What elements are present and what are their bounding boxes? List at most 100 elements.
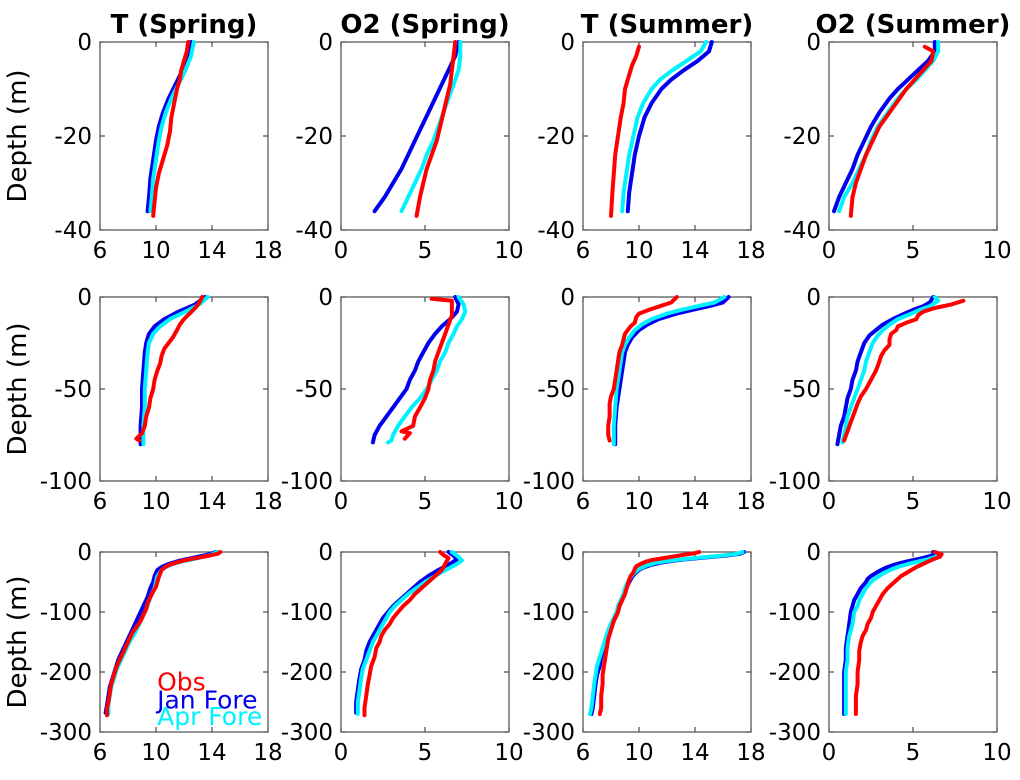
x-tick-label: 10 <box>982 489 1011 515</box>
y-tick-label: -300 <box>523 720 575 746</box>
panel-r1c1: 6 10 14 18 0 -20 -40 T (Spring) Depth (m) <box>3 10 283 264</box>
y-tick-label: 0 <box>318 30 333 56</box>
x-tick-label: 14 <box>680 489 709 515</box>
y-tick-label: 0 <box>77 540 92 566</box>
x-tick-label: 5 <box>906 489 921 515</box>
x-tick-label: 10 <box>624 740 653 766</box>
y-tick-label: -40 <box>54 218 92 244</box>
jan-line-r2c3 <box>613 295 731 447</box>
y-tick-label: -20 <box>54 124 92 150</box>
x-tick-label: 18 <box>736 238 765 264</box>
x-tick-label: 6 <box>93 740 108 766</box>
panel-title: O2 (Spring) <box>340 10 509 40</box>
x-tick-label: 10 <box>141 740 170 766</box>
y-tick-label: 0 <box>560 30 575 56</box>
legend-label-jan: Jan Fore <box>155 686 257 715</box>
x-tick-label: 10 <box>624 238 653 264</box>
y-tick-label: -100 <box>523 469 575 495</box>
y-tick-label: -100 <box>40 600 92 626</box>
y-tick-label: -200 <box>523 660 575 686</box>
panel-title: T (Spring) <box>111 10 258 40</box>
y-tick-label: -200 <box>769 660 821 686</box>
y-tick-label: 0 <box>560 540 575 566</box>
obs-line-r3c4 <box>853 550 944 716</box>
obs-line-r2c4 <box>842 298 966 443</box>
x-tick-label: 18 <box>253 489 282 515</box>
y-tick-label: 0 <box>77 285 92 311</box>
y-tick-label: -100 <box>769 600 821 626</box>
y-tick-label: -100 <box>40 469 92 495</box>
x-tick-label: 10 <box>494 489 523 515</box>
x-tick-label: 0 <box>334 740 349 766</box>
x-tick-label: 6 <box>576 489 591 515</box>
axes-box <box>340 41 510 231</box>
apr-line-r3c2 <box>355 550 464 716</box>
axes-box <box>99 296 269 482</box>
panel-title: T (Summer) <box>581 10 753 40</box>
x-tick-label: 0 <box>334 489 349 515</box>
y-tick-label: -20 <box>295 124 333 150</box>
y-tick-label: -40 <box>295 218 333 244</box>
y-tick-label: -50 <box>54 377 92 403</box>
x-tick-label: 0 <box>334 238 349 264</box>
panel-r3c4: 0 5 10 0 -100 -200 -300 <box>769 540 1012 766</box>
x-tick-label: 14 <box>197 238 226 264</box>
jan-line-r3c2 <box>354 550 459 715</box>
x-tick-label: 10 <box>141 489 170 515</box>
y-tick-label: -50 <box>537 377 575 403</box>
apr-line-r2c1 <box>141 295 210 447</box>
x-tick-label: 5 <box>418 238 433 264</box>
apr-line-r2c3 <box>611 295 727 447</box>
y-tick-label: 0 <box>806 30 821 56</box>
axes-box <box>582 296 752 482</box>
obs-line-r1c4 <box>848 44 936 218</box>
legend-label-apr: Apr Fore <box>157 702 262 731</box>
obs-line-r3c2 <box>362 550 451 718</box>
axes-box <box>582 551 752 733</box>
x-tick-label: 0 <box>822 238 837 264</box>
x-tick-label: 6 <box>576 740 591 766</box>
panel-r2c1: 6 10 14 18 0 -50 -100 Depth (m) <box>3 285 283 515</box>
panel-r2c4: 0 5 10 0 -50 -100 <box>769 285 1012 515</box>
y-tick-label: -20 <box>537 124 575 150</box>
jan-line-r3c3 <box>589 550 746 716</box>
y-tick-label: -50 <box>295 377 333 403</box>
y-axis-label: Depth (m) <box>3 322 33 455</box>
axes-box <box>582 41 752 231</box>
axes-box <box>828 41 998 231</box>
y-tick-label: 0 <box>806 285 821 311</box>
y-tick-label: 0 <box>318 540 333 566</box>
x-tick-label: 10 <box>982 238 1011 264</box>
x-tick-label: 14 <box>197 489 226 515</box>
obs-line-r2c2 <box>399 296 454 441</box>
x-tick-label: 18 <box>253 238 282 264</box>
x-tick-label: 10 <box>494 740 523 766</box>
x-tick-label: 10 <box>494 238 523 264</box>
y-tick-label: -40 <box>537 218 575 244</box>
x-tick-label: 0 <box>822 740 837 766</box>
obs-line-r2c1 <box>134 295 205 443</box>
x-tick-label: 14 <box>197 740 226 766</box>
y-axis-label: Depth (m) <box>3 575 33 708</box>
axes-box <box>99 551 269 733</box>
y-tick-label: -100 <box>281 469 333 495</box>
jan-line-r1c3 <box>625 40 714 214</box>
panel-title: O2 (Summer) <box>816 10 1011 40</box>
panel-r1c3: 6 10 14 18 0 -20 -40 T (Summer) <box>537 10 765 264</box>
x-tick-label: 5 <box>418 740 433 766</box>
y-tick-label: -50 <box>783 377 821 403</box>
y-tick-label: -20 <box>783 124 821 150</box>
apr-line-r3c4 <box>843 550 941 716</box>
x-tick-label: 18 <box>253 740 282 766</box>
x-tick-label: 5 <box>906 238 921 264</box>
panel-r1c4: 0 5 10 0 -20 -40 O2 (Summer) <box>783 10 1011 264</box>
axes-box <box>828 296 998 482</box>
y-tick-label: 0 <box>77 30 92 56</box>
panel-r2c3: 6 10 14 18 0 -50 -100 <box>523 285 766 515</box>
x-tick-label: 18 <box>736 489 765 515</box>
jan-line-r1c4 <box>832 40 937 214</box>
y-tick-label: -300 <box>769 720 821 746</box>
y-tick-label: 0 <box>318 285 333 311</box>
